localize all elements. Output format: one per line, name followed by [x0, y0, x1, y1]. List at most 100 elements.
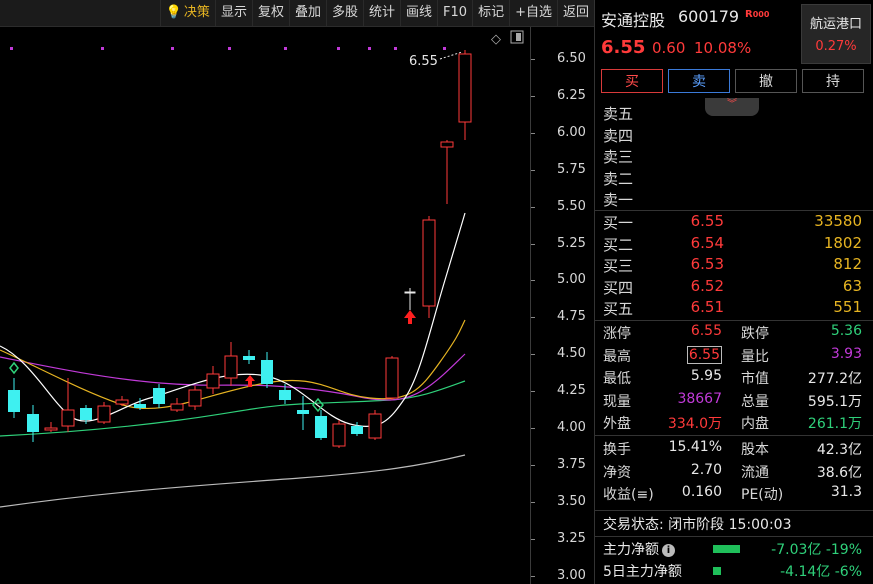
diamond-icon[interactable]: ◇ — [491, 32, 501, 47]
candle-body — [404, 291, 416, 294]
info-icon[interactable]: i — [662, 544, 675, 557]
sell-diamond-icon — [9, 361, 324, 413]
candle-body — [315, 416, 327, 438]
stat-label: 内盘 — [741, 416, 769, 432]
ask-row[interactable]: 卖一 — [595, 189, 873, 210]
sell-button[interactable]: 卖 — [668, 69, 730, 93]
candle-body — [279, 390, 291, 400]
top-dots — [10, 47, 446, 50]
price-tick-label: 6.00 — [557, 124, 586, 140]
fundamental-label: 流通 — [741, 464, 769, 481]
toolbar-draw[interactable]: 画线 — [400, 0, 437, 26]
flow-bar — [713, 545, 740, 553]
bid-label: 买五 — [603, 300, 634, 318]
toolbar-f10[interactable]: F10 — [437, 0, 472, 26]
bid-row[interactable]: 买三 6.53 812 — [595, 255, 873, 276]
cancel-order-button[interactable]: 撤 — [735, 69, 797, 93]
double-chevron-down-icon[interactable]: ︾ — [705, 98, 759, 116]
ask-row[interactable]: 卖三 — [595, 146, 873, 167]
trade-status: 交易状态: 闭市阶段 15:00:03 — [603, 517, 792, 533]
bid-label: 买二 — [603, 235, 634, 254]
price-tick-label: 6.50 — [557, 51, 586, 66]
sector-box[interactable]: 航运港口 0.27% — [801, 4, 871, 64]
toolbar-mark[interactable]: 标记 — [472, 0, 509, 26]
fundamental-row: 净资 2.70 流通 38.6亿 — [595, 462, 873, 484]
stat-label: 最高 — [603, 348, 631, 365]
buy-button[interactable]: 买 — [601, 69, 663, 93]
candle-body — [115, 399, 129, 405]
candle-body — [80, 408, 92, 420]
toolbar-adjust[interactable]: 复权 — [251, 0, 289, 26]
price-tick-mark — [531, 132, 535, 134]
toolbar-stats[interactable]: 统计 — [363, 0, 400, 26]
stat-value: 3.93 — [830, 345, 862, 362]
ask-row[interactable]: 卖二 — [595, 168, 873, 189]
capital-flow-row: 主力净额 i -7.03亿 -19% — [595, 539, 873, 561]
fundamental-label: PE(动) — [741, 487, 784, 503]
stat-value: 5.95 — [690, 368, 722, 384]
bid-volume: 551 — [833, 298, 862, 316]
stat-row: 最低 5.95 市值 277.2亿 — [595, 368, 873, 390]
holdings-button[interactable]: 持 — [802, 69, 864, 93]
last-price: 6.55 — [601, 37, 646, 58]
price-tick-label: 5.00 — [557, 272, 586, 288]
sector-name: 航运港口 — [809, 17, 862, 32]
toolbar-decision[interactable]: 💡 决策 — [159, 0, 215, 26]
price-tick-mark — [531, 464, 535, 466]
stat-label: 量比 — [741, 348, 769, 365]
sector-change-percent: 0.27% — [815, 39, 857, 54]
price-tick-label: 4.25 — [557, 383, 586, 399]
stat-value: 334.0万 — [667, 416, 722, 432]
toolbar-multi-stock[interactable]: 多股 — [325, 0, 363, 26]
bid-row[interactable]: 买五 6.51 551 — [595, 298, 873, 319]
ask-row[interactable]: 卖四 — [595, 125, 873, 146]
panel-toggle-icon[interactable] — [510, 30, 524, 44]
fundamental-value: 15.41% — [668, 439, 722, 455]
ask-label: 卖一 — [603, 191, 634, 209]
margin-badge: R000 — [745, 9, 770, 20]
ma60-line — [0, 454, 466, 508]
candle-body — [351, 426, 363, 434]
price-tick-mark — [531, 95, 535, 97]
price-tick-mark — [531, 428, 535, 429]
ask-bid-divider — [595, 210, 873, 211]
toolbar-back[interactable]: 返回 — [556, 0, 594, 26]
bid-volume: 33580 — [814, 212, 862, 230]
fundamental-row: 换手 15.41% 股本 42.3亿 — [595, 439, 873, 461]
price-tick-mark — [531, 317, 535, 319]
bid-price: 6.52 — [690, 276, 724, 295]
candlestick-chart[interactable]: 6.55 ◇ — [0, 27, 594, 584]
stat-value: 38667 — [677, 390, 722, 407]
quote-panel: 安通控股 600179 R000 6.55 0.60 10.08% 航运港口 0… — [594, 0, 873, 584]
bid-row[interactable]: 买四 6.52 63 — [595, 277, 873, 298]
fundamental-label: 换手 — [603, 442, 631, 458]
stat-row: 涨停 6.55 跌停 5.36 — [595, 323, 873, 345]
toolbar-overlay[interactable]: 叠加 — [288, 0, 326, 26]
ask-row[interactable]: 卖五 — [595, 103, 873, 124]
candle-body — [188, 389, 202, 407]
buy-arrow-icon — [404, 310, 416, 324]
fundamental-row: 收益(≡) 0.160 PE(动) 31.3 — [595, 484, 873, 506]
stat-label: 外盘 — [603, 416, 631, 432]
price-axis: 6.50 6.25 6.00 5.75 5.50 5.25 5.00 4.75 4.50 4.25… — [530, 27, 595, 584]
price-tick-mark — [531, 243, 535, 245]
candle-body — [44, 427, 58, 431]
candle-body — [458, 53, 472, 123]
fundamental-label: 收益(≡) — [603, 487, 654, 503]
bid-row[interactable]: 买一 6.55 33580 — [595, 212, 873, 233]
panel-toggle-icon-fill — [516, 33, 521, 41]
price-tick-mark — [531, 59, 535, 60]
bid-row[interactable]: 买二 6.54 1802 — [595, 234, 873, 255]
flow-value: -7.03亿 -19% — [771, 542, 862, 558]
bid-price: 6.55 — [690, 212, 724, 230]
toolbar-display[interactable]: 显示 — [214, 0, 252, 26]
stats-divider — [595, 435, 873, 436]
stat-value: 595.1万 — [807, 393, 862, 410]
candle-body — [206, 373, 220, 389]
price-tick-label: 3.25 — [557, 530, 586, 546]
buy-arrow-icon-2 — [245, 375, 255, 387]
fundamental-value: 31.3 — [830, 484, 862, 500]
price-tick-label: 5.75 — [557, 161, 586, 177]
toolbar-add-watchlist[interactable]: +自选 — [509, 0, 557, 26]
candle-body — [61, 409, 75, 427]
